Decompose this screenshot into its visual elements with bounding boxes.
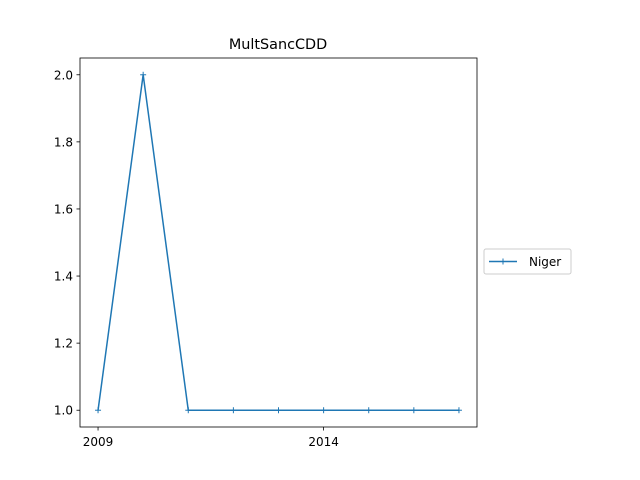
- x-tick-label: 2009: [83, 435, 114, 449]
- data-point: [230, 407, 237, 414]
- y-tick-label: 2.0: [54, 68, 73, 82]
- data-point: [410, 407, 417, 414]
- legend-frame: [483, 248, 572, 275]
- y-tick-label: 1.6: [54, 202, 73, 216]
- y-tick-label: 1.4: [54, 270, 73, 284]
- y-tick-label: 1.8: [54, 135, 73, 149]
- legend-label: Niger: [529, 255, 561, 269]
- chart-title: MultSancCDD: [229, 37, 327, 53]
- y-tick-label: 1.2: [54, 337, 73, 351]
- x-tick-label: 2014: [308, 435, 339, 449]
- axes-frame: [79, 57, 478, 428]
- y-tick-label: 1.0: [54, 404, 73, 418]
- data-point: [365, 407, 372, 414]
- data-point: [95, 407, 102, 414]
- legend: Niger: [483, 248, 572, 275]
- data-point: [275, 407, 282, 414]
- plot-area: 1.0 1.2 1.4 1.6 1.8 2.0 2009 2014: [54, 57, 478, 449]
- data-point: [185, 407, 192, 414]
- data-point: [455, 407, 462, 414]
- data-point: [140, 71, 147, 78]
- data-point: [320, 407, 327, 414]
